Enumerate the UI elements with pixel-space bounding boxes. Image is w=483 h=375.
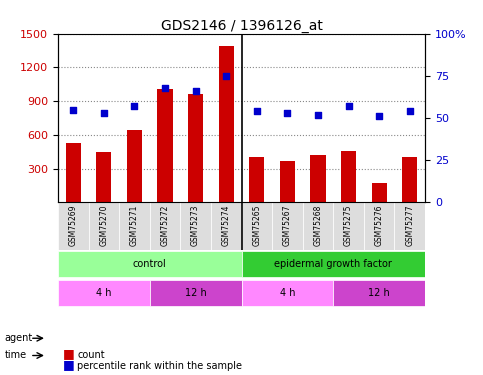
Bar — [66, 143, 81, 202]
Point — [314, 112, 322, 118]
FancyBboxPatch shape — [303, 202, 333, 250]
Text: GSM75277: GSM75277 — [405, 205, 414, 246]
Text: GSM75273: GSM75273 — [191, 205, 200, 246]
Text: GSM75267: GSM75267 — [283, 205, 292, 246]
Text: time: time — [5, 351, 27, 360]
Point — [406, 108, 413, 114]
FancyBboxPatch shape — [180, 202, 211, 250]
Point — [222, 73, 230, 79]
FancyBboxPatch shape — [150, 280, 242, 306]
Bar — [249, 157, 265, 202]
Text: GSM75274: GSM75274 — [222, 205, 231, 246]
Point — [375, 113, 383, 119]
Text: GSM75275: GSM75275 — [344, 205, 353, 246]
Bar — [219, 46, 234, 202]
Bar — [188, 94, 203, 202]
Text: control: control — [133, 259, 167, 269]
Text: GDS2146 / 1396126_at: GDS2146 / 1396126_at — [160, 19, 323, 33]
Text: 12 h: 12 h — [368, 288, 390, 298]
Bar — [157, 89, 173, 202]
Point — [161, 85, 169, 91]
FancyBboxPatch shape — [119, 202, 150, 250]
Text: 12 h: 12 h — [185, 288, 207, 298]
FancyBboxPatch shape — [58, 202, 88, 250]
Text: count: count — [77, 350, 105, 360]
FancyBboxPatch shape — [58, 251, 242, 277]
Text: GSM75265: GSM75265 — [252, 205, 261, 246]
FancyBboxPatch shape — [88, 202, 119, 250]
FancyBboxPatch shape — [242, 251, 425, 277]
Text: agent: agent — [5, 333, 33, 343]
Text: ■: ■ — [63, 347, 74, 360]
Text: GSM75268: GSM75268 — [313, 205, 323, 246]
Text: ■: ■ — [63, 358, 74, 371]
Text: 4 h: 4 h — [280, 288, 295, 298]
Point — [70, 106, 77, 112]
Point — [192, 88, 199, 94]
Point — [284, 110, 291, 116]
Bar — [280, 160, 295, 202]
Point — [345, 103, 353, 109]
Point — [130, 103, 138, 109]
FancyBboxPatch shape — [272, 202, 303, 250]
Text: epidermal growth factor: epidermal growth factor — [274, 259, 392, 269]
Bar — [341, 150, 356, 202]
Text: 4 h: 4 h — [96, 288, 112, 298]
FancyBboxPatch shape — [333, 202, 364, 250]
Bar — [402, 157, 417, 202]
Text: GSM75270: GSM75270 — [99, 205, 108, 246]
Text: GSM75276: GSM75276 — [375, 205, 384, 246]
Point — [253, 108, 261, 114]
Bar — [96, 152, 112, 202]
FancyBboxPatch shape — [333, 280, 425, 306]
FancyBboxPatch shape — [58, 280, 150, 306]
FancyBboxPatch shape — [242, 202, 272, 250]
Text: GSM75271: GSM75271 — [130, 205, 139, 246]
FancyBboxPatch shape — [364, 202, 395, 250]
Text: GSM75269: GSM75269 — [69, 205, 78, 246]
FancyBboxPatch shape — [211, 202, 242, 250]
FancyBboxPatch shape — [150, 202, 180, 250]
Text: percentile rank within the sample: percentile rank within the sample — [77, 361, 242, 371]
Text: GSM75272: GSM75272 — [160, 205, 170, 246]
Bar — [127, 130, 142, 202]
FancyBboxPatch shape — [395, 202, 425, 250]
Bar — [311, 155, 326, 202]
Bar — [371, 183, 387, 202]
Point — [100, 110, 108, 116]
FancyBboxPatch shape — [242, 280, 333, 306]
